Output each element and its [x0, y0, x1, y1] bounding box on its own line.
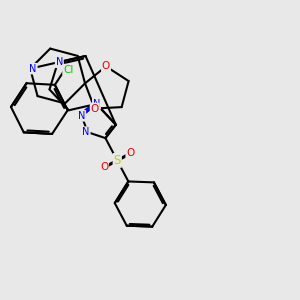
Text: N: N	[29, 64, 37, 74]
Text: O: O	[102, 61, 110, 71]
Text: N: N	[78, 111, 85, 121]
Text: N: N	[56, 57, 63, 67]
Text: O: O	[100, 162, 108, 172]
Text: Cl: Cl	[63, 65, 74, 75]
Text: S: S	[113, 154, 121, 167]
Text: N: N	[93, 99, 100, 109]
Text: O: O	[91, 103, 99, 113]
Text: N: N	[82, 127, 90, 137]
Text: O: O	[126, 148, 134, 158]
